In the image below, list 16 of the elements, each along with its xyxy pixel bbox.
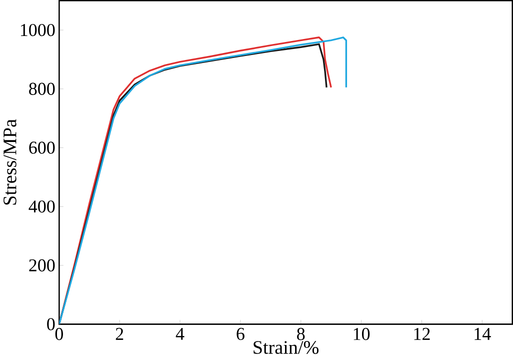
y-tick-label: 200 (29, 259, 55, 272)
y-tick-label: 1000 (20, 24, 55, 36)
y-tick-label: 400 (28, 200, 55, 212)
x-tick-label: 4 (176, 328, 184, 340)
x-tick-label: 8 (297, 328, 305, 340)
x-tick-label: 2 (116, 328, 124, 340)
y-tick-label: 0 (47, 318, 55, 330)
y-tick-label: 800 (29, 82, 55, 95)
x-tick-label: 12 (414, 328, 430, 340)
x-tick-label: 0 (55, 328, 63, 340)
y-tick-label: 600 (29, 141, 55, 154)
y-axis-title: Stress/MPa (4, 118, 16, 204)
x-axis-title: Strain/% (254, 340, 319, 354)
x-tick-label: 6 (236, 328, 244, 340)
x-tick-label: 14 (474, 328, 491, 340)
x-tick-label: 10 (354, 328, 370, 340)
